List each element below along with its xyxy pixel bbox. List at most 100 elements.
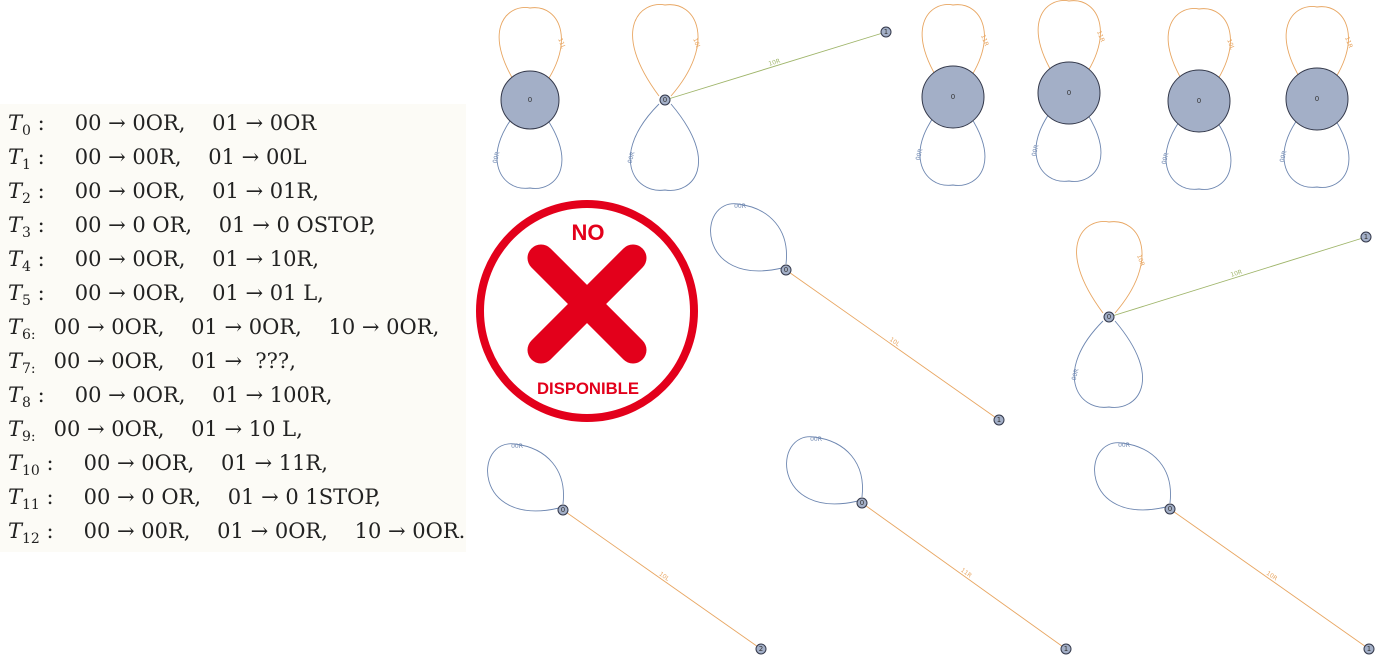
loop-label: 11R — [1343, 36, 1354, 49]
state-graph: 11R 00R 0 — [1279, 6, 1354, 188]
rule-text: 00 → 0OR, 01 → 11R, — [83, 451, 328, 475]
state-node-label: 1 — [1364, 233, 1368, 241]
transition-edge — [1108, 236, 1367, 318]
rule-separator: : — [30, 145, 45, 169]
edge-label: 10R — [768, 58, 781, 68]
self-loop — [1094, 442, 1171, 511]
rule-label-letter: T — [8, 179, 23, 203]
rule-label-index: 12 — [22, 531, 40, 548]
rule-label-letter: T — [8, 111, 23, 135]
transition-edge — [861, 502, 1067, 650]
self-loop — [632, 4, 699, 97]
rule-label-letter: T — [8, 349, 23, 373]
rule-label-index: 8 — [22, 395, 31, 412]
rule-label: T3 — [8, 213, 31, 241]
state-node-label: 0 — [663, 96, 667, 104]
rule-row: T6: 00 → 0OR, 01 → 0OR, 10 → 0OR, — [8, 312, 439, 343]
transition-edge — [562, 509, 762, 650]
state-node — [1167, 69, 1231, 133]
loop-label: 00R — [1031, 144, 1041, 157]
rule-text: 00 → 0 OR, 01 → 0 1STOP, — [83, 485, 381, 509]
transition-rules-panel: T0 :00 → 0OR, 01 → 0OR T1 : 00 → 00R, 01 →… — [0, 104, 466, 552]
self-loop — [1037, 0, 1101, 90]
state-node — [1060, 643, 1072, 655]
rule-text: 00 → 0OR, 01 → ???, — [53, 349, 296, 373]
state-node — [1037, 61, 1101, 125]
loop-label: 11L — [556, 37, 567, 50]
rule-row: T1 : 00 → 00R, 01 → 00L — [8, 142, 307, 173]
rule-separator: : — [30, 213, 45, 237]
state-node-label: 0 — [1197, 97, 1201, 105]
rule-label: T8 — [8, 383, 31, 411]
self-loop — [710, 203, 787, 272]
rule-row: T2 : 00 → 0OR, 01 → 01R, — [8, 176, 320, 208]
self-loop — [1283, 102, 1350, 188]
loop-label: 00R — [1071, 368, 1081, 381]
rule-label: T5 — [8, 281, 31, 309]
rule-text: 00 → 0OR, 01 → 10 L, — [53, 417, 303, 441]
rule-label-letter: T — [8, 247, 23, 271]
state-node-label: 0 — [951, 93, 955, 101]
rule-label: T11 — [8, 485, 40, 513]
self-loop — [629, 103, 699, 191]
state-node — [921, 65, 985, 129]
state-node-label: 1 — [884, 28, 888, 36]
rule-label: T6: — [8, 315, 36, 343]
rule-row: T7: 00 → 0OR, 01 → ???, — [8, 346, 296, 377]
state-node — [1103, 311, 1115, 323]
rule-label: T0 — [8, 111, 31, 139]
rule-separator: : — [30, 179, 45, 203]
rule-label-index: 0 — [22, 123, 31, 140]
state-node-label: 0 — [1067, 89, 1071, 97]
state-node — [557, 504, 569, 516]
state-graph: 11R 00R 0 — [915, 4, 990, 186]
loop-label: 10R — [1135, 254, 1146, 267]
rule-text: 00 → 0 OR, 01 → 0 OSTOP, — [74, 213, 376, 237]
state-node-label: 1 — [997, 416, 1001, 424]
rule-label: T7: — [8, 349, 36, 377]
rule-label-letter: T — [8, 213, 23, 237]
state-node — [1164, 503, 1176, 515]
rule-label: T9: — [8, 417, 36, 445]
state-node-label: 0 — [1107, 313, 1111, 321]
rule-text: 00 → 0OR, 01 → 01R, — [74, 179, 320, 203]
state-node-label: 0 — [528, 96, 532, 104]
loop-label: 00R — [492, 151, 502, 164]
state-node-label: 0 — [860, 499, 864, 507]
rule-text: 00 → 00R, 01 → 00L — [74, 145, 307, 169]
rule-label-letter: T — [8, 451, 23, 475]
self-loop — [1285, 6, 1349, 96]
state-node — [880, 26, 892, 38]
rule-row: T10 : 00 → 0OR, 01 → 11R, — [8, 448, 328, 479]
rule-label-index: 2 — [22, 191, 31, 208]
state-node-label: 0 — [561, 506, 565, 514]
rule-row: T0 : 00 → 0OR, 01 → 0OR — [8, 108, 316, 139]
loop-label: 00R — [627, 151, 637, 164]
rule-separator: : — [30, 247, 45, 271]
self-loop — [1073, 320, 1143, 408]
rule-label-letter: T — [8, 315, 23, 339]
self-loop — [919, 100, 986, 186]
loop-label: 10L — [691, 37, 702, 50]
rule-separator: : — [39, 485, 54, 509]
rule-label-letter: T — [8, 417, 23, 441]
rule-separator: : — [39, 451, 54, 475]
rule-label: T12 — [8, 519, 40, 547]
rule-row: T4 : 00 → 0OR, 01 → 10R, — [8, 244, 319, 275]
self-loop — [921, 4, 985, 94]
badge-top-text: NO — [572, 220, 605, 245]
no-disponible-badge: NO DISPONIBLE — [476, 200, 698, 422]
rule-label-index: 3 — [22, 225, 31, 242]
rule-separator: : — [30, 281, 45, 305]
rule-label: T10 — [8, 451, 40, 479]
state-node-label: 0 — [784, 266, 788, 274]
state-node — [500, 70, 560, 130]
loop-label: 00R — [1279, 150, 1289, 163]
loop-label: 11R — [979, 34, 990, 47]
self-loop — [1035, 96, 1102, 182]
rule-label: T1 — [8, 145, 31, 173]
state-node — [1363, 643, 1375, 655]
